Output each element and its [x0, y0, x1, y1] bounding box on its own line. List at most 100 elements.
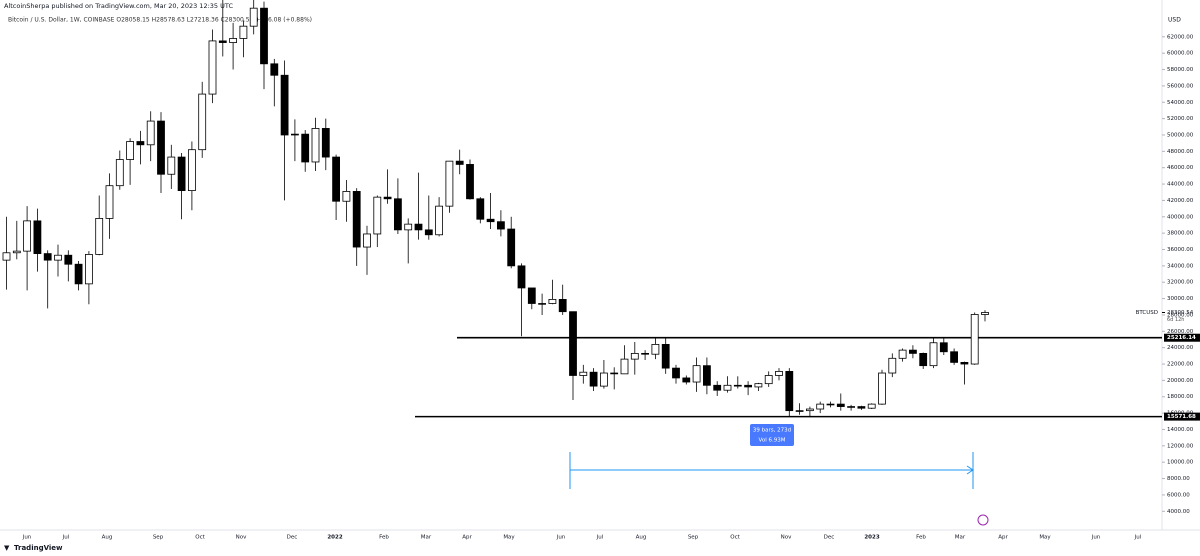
- candle-body: [85, 254, 93, 285]
- candle-body: [146, 120, 155, 146]
- logo: ▼: [4, 544, 10, 552]
- candle-body: [620, 358, 629, 375]
- y-tick-label: 30000.00: [1167, 296, 1194, 302]
- x-tick-label: Feb: [916, 535, 926, 541]
- x-tick-label: Jul: [62, 535, 70, 541]
- candle-body: [723, 384, 732, 391]
- y-tick-label: 36000.00: [1167, 247, 1194, 253]
- x-tick-label: Oct: [730, 535, 740, 541]
- candle-body: [981, 312, 989, 315]
- candle-body: [569, 311, 577, 376]
- candle-body: [414, 223, 423, 231]
- candle-body: [641, 352, 649, 355]
- y-tick-label: 50000.00: [1167, 132, 1194, 138]
- candle-body: [218, 40, 227, 43]
- candle-body: [764, 375, 773, 385]
- x-tick-label: Jun: [556, 535, 566, 541]
- y-tick-label: 28000.00: [1167, 312, 1194, 318]
- candle-body: [105, 185, 114, 219]
- x-tick-label: Jun: [22, 535, 32, 541]
- candle-body: [187, 149, 196, 192]
- y-tick-label: 52000.00: [1167, 116, 1194, 122]
- candle-body: [630, 352, 639, 360]
- candle-body: [775, 370, 783, 376]
- candle-body: [939, 342, 948, 353]
- y-tick-label: 46000.00: [1167, 165, 1194, 171]
- y-tick-label: 60000.00: [1167, 51, 1194, 57]
- candle-body: [43, 253, 52, 261]
- y-tick-label: 6000.00: [1167, 492, 1190, 498]
- x-tick-label: Apr: [998, 535, 1008, 541]
- candle-body: [929, 342, 938, 367]
- y-tick-label: 22000.00: [1167, 362, 1194, 368]
- measure-arrow: [966, 465, 974, 475]
- y-tick-label: 32000.00: [1167, 280, 1194, 286]
- candle-body: [311, 128, 320, 163]
- x-tick-label: Aug: [636, 535, 647, 541]
- candle-body: [64, 254, 73, 265]
- y-tick-label: 4000.00: [1167, 509, 1190, 515]
- candle-body: [610, 372, 619, 375]
- x-tick-label: Aug: [102, 535, 113, 541]
- candle-body: [847, 406, 855, 408]
- y-tick-label: 44000.00: [1167, 182, 1194, 188]
- candle-body: [435, 205, 444, 236]
- event-icon: [977, 514, 989, 526]
- y-tick-label: 42000.00: [1167, 198, 1194, 204]
- y-tick-label: 40000.00: [1167, 214, 1194, 220]
- candle-body: [280, 74, 289, 136]
- candle-body: [950, 351, 958, 363]
- candle-body: [651, 343, 660, 355]
- candle-body: [476, 198, 485, 220]
- x-tick-label: Mar: [955, 535, 966, 541]
- candle-body: [600, 372, 608, 387]
- y-tick-label: 18000.00: [1167, 394, 1194, 400]
- measure-box: [750, 424, 794, 446]
- level-label: 25216.14: [1167, 335, 1196, 341]
- candle-body: [826, 403, 835, 406]
- level-tag: [1164, 333, 1200, 342]
- x-tick-label: Oct: [195, 535, 205, 541]
- y-tick-label: 8000.00: [1167, 476, 1190, 482]
- candle-body: [970, 314, 979, 365]
- candle-body: [496, 221, 505, 230]
- candle-body: [373, 196, 382, 235]
- candle-body: [466, 164, 474, 200]
- measure-bars: 39 bars, 273d: [753, 428, 791, 434]
- candle-body: [260, 7, 268, 65]
- candle-body: [290, 133, 299, 136]
- candle-body: [352, 191, 361, 248]
- x-tick-label: Sep: [688, 535, 699, 541]
- candle-body: [54, 254, 62, 261]
- candle-body: [12, 250, 21, 254]
- candle-body: [404, 223, 413, 231]
- x-tick-label: Apr: [462, 535, 472, 541]
- candle-body: [95, 218, 104, 255]
- candle-body: [692, 365, 701, 383]
- candle-body: [249, 7, 258, 27]
- x-tick-label: Jun: [1091, 535, 1101, 541]
- candle-body: [424, 229, 433, 236]
- last-price-label: 28300.54: [1167, 310, 1194, 316]
- candle-body: [785, 370, 794, 412]
- level-label: 15571.68: [1167, 414, 1196, 420]
- legend: Bitcoin / U.S. Dollar, 1W, COINBASE O280…: [8, 17, 312, 24]
- footer: TradingView: [14, 544, 63, 552]
- x-tick-label: 2022: [327, 535, 342, 541]
- candle-body: [486, 218, 495, 223]
- candle-body: [393, 198, 402, 231]
- candle-body: [507, 228, 516, 267]
- y-tick-label: 56000.00: [1167, 83, 1194, 89]
- x-tick-label: Sep: [153, 535, 164, 541]
- x-tick-label: Jul: [1134, 535, 1142, 541]
- candle-body: [23, 220, 32, 252]
- candle-body: [321, 128, 330, 158]
- x-tick-label: 2023: [864, 535, 879, 541]
- y-tick-label: 54000.00: [1167, 100, 1194, 106]
- candle-body: [270, 63, 279, 76]
- candle-body: [919, 352, 928, 367]
- x-tick-label: Dec: [287, 535, 298, 541]
- candle-body: [2, 252, 11, 261]
- candle-body: [795, 410, 804, 412]
